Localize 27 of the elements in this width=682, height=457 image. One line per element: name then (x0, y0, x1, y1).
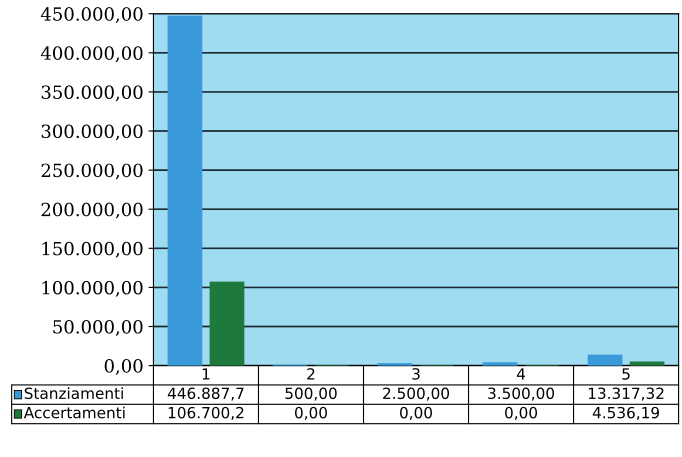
x-tick-label: 5 (622, 368, 630, 380)
data-label: 3.500,00 (488, 388, 554, 401)
data-label: 500,00 (285, 388, 337, 401)
y-tick-label: 50.000,00 (53, 320, 143, 336)
y-tick-label: 400.000,00 (40, 46, 143, 62)
data-label: 106.700,2 (168, 406, 244, 420)
y-tick-label: 250.000,00 (42, 164, 143, 180)
data-label: 446.887,7 (168, 388, 244, 401)
data-label: 13.317,32 (588, 388, 664, 401)
y-tick-label: 0,00 (104, 359, 143, 375)
y-tick-label: 150.000,00 (42, 242, 143, 258)
x-tick-label: 4 (516, 368, 526, 380)
y-tick-label: 300.000,00 (42, 124, 143, 140)
data-label: 2.500,00 (383, 388, 450, 401)
x-tick-label: 3 (412, 368, 420, 380)
data-label: 0,00 (505, 406, 538, 420)
x-tick-label: 1 (202, 368, 210, 380)
legend-label: Stanziamenti (24, 387, 123, 400)
y-tick-label: 100.000,00 (42, 280, 143, 297)
data-label: 0,00 (294, 406, 327, 420)
legend-label: Accertamenti (24, 406, 125, 418)
data-label: 4.536,19 (592, 406, 660, 420)
y-tick-label: 350.000,00 (42, 85, 143, 102)
y-tick-label: 450.000,00 (40, 7, 143, 24)
y-tick-label: 200.000,00 (42, 202, 143, 219)
data-label: 0,00 (400, 406, 432, 420)
x-tick-label: 2 (307, 368, 314, 380)
